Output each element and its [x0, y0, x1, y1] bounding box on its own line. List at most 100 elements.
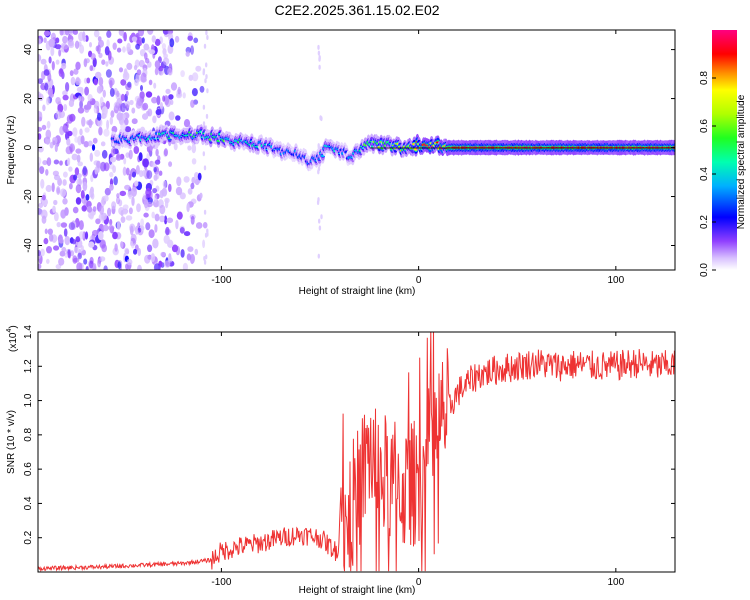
noise-cell [131, 36, 138, 42]
noise-cell [63, 228, 68, 237]
noise-cell [158, 170, 163, 176]
noise-cell [109, 184, 114, 191]
noise-cell [38, 133, 42, 140]
noise-cell [154, 60, 161, 69]
noise-cell [94, 166, 98, 175]
noise-cell [116, 112, 123, 121]
noise-cell [39, 166, 45, 175]
noise-cell [38, 202, 44, 208]
noise-cell [318, 64, 321, 70]
noise-cell [90, 174, 94, 183]
noise-cell [318, 218, 321, 224]
noise-cell [136, 69, 142, 76]
noise-cell [62, 179, 67, 186]
noise-cell [110, 110, 115, 118]
noise-cell [59, 250, 66, 257]
noise-cell [55, 37, 60, 44]
noise-cell [61, 43, 69, 50]
noise-cell [177, 86, 181, 95]
snr-y-multiplier: (x104) [6, 325, 19, 352]
noise-cell [68, 100, 74, 107]
noise-cell [141, 170, 147, 177]
noise-cell [48, 56, 52, 64]
noise-cell [111, 201, 117, 210]
noise-cell [185, 51, 190, 57]
noise-cell [147, 244, 153, 253]
noise-cell [74, 136, 79, 143]
noise-cell [72, 255, 78, 264]
noise-cell [152, 115, 157, 124]
noise-cell [206, 228, 209, 234]
snr-ytick-label: 1.4 [23, 325, 34, 339]
noise-cell [145, 91, 153, 98]
noise-cell [155, 109, 162, 116]
noise-cell [79, 100, 83, 109]
noise-cell [199, 192, 203, 199]
noise-cell [122, 113, 126, 120]
noise-cell [73, 174, 78, 181]
noise-cell [204, 78, 207, 84]
noise-cell [148, 190, 153, 200]
noise-cell [151, 35, 156, 43]
noise-cell [86, 77, 91, 84]
noise-cell [106, 39, 110, 48]
noise-cell [88, 241, 95, 248]
noise-cell [117, 261, 122, 270]
noise-cell [122, 204, 129, 210]
noise-cell [58, 49, 62, 57]
noise-cell [102, 224, 109, 232]
noise-cell [154, 159, 161, 165]
noise-cell [76, 262, 83, 270]
noise-cell [188, 74, 194, 81]
noise-cell [122, 46, 126, 53]
noise-cell [110, 147, 116, 157]
noise-cell [52, 170, 60, 177]
noise-cell [90, 53, 96, 61]
noise-cell [317, 166, 321, 172]
noise-cell [83, 58, 88, 68]
colorbar: 0.0 0.2 0.4 0.6 0.8 Normalized spectral ampl… [699, 30, 747, 277]
noise-cell [55, 59, 60, 65]
noise-cell [175, 186, 183, 196]
noise-cell [100, 141, 106, 147]
noise-cell [97, 112, 102, 121]
noise-cell [154, 213, 160, 222]
noise-cell [103, 195, 109, 202]
noise-cell [83, 141, 89, 148]
noise-cell [99, 205, 105, 215]
noise-cell [38, 126, 43, 132]
noise-cell [142, 158, 149, 168]
noise-cell [104, 187, 111, 196]
noise-cell [84, 231, 89, 240]
spectrogram-ticks: -100 0 100 -40 -20 0 20 40 [23, 30, 675, 286]
noise-cell [105, 61, 109, 67]
noise-cell [203, 209, 207, 215]
noise-cell [102, 89, 107, 98]
noise-cell [187, 145, 192, 151]
noise-cell [191, 72, 199, 82]
noise-cell [99, 256, 106, 262]
noise-cell [203, 43, 207, 49]
noise-cell [131, 118, 138, 125]
noise-cell [109, 156, 117, 163]
noise-cell [168, 183, 172, 193]
noise-cell [120, 241, 124, 249]
noise-cell [79, 44, 85, 54]
noise-cell [93, 30, 100, 38]
noise-cell [204, 232, 208, 238]
noise-cell [146, 170, 153, 180]
noise-cell [40, 178, 45, 189]
noise-cell [179, 227, 185, 234]
colorbar-tick-label: 0.2 [699, 215, 710, 229]
noise-cell [128, 149, 133, 160]
noise-cell [120, 79, 127, 86]
noise-cell [101, 149, 108, 159]
noise-cell [72, 127, 78, 137]
noise-cell [124, 118, 129, 126]
colorbar-tick-label: 0.0 [699, 263, 710, 277]
noise-cell [133, 64, 138, 71]
noise-cell [152, 188, 158, 194]
noise-cell [190, 45, 195, 55]
noise-cell [53, 199, 58, 206]
noise-cell [104, 46, 110, 56]
